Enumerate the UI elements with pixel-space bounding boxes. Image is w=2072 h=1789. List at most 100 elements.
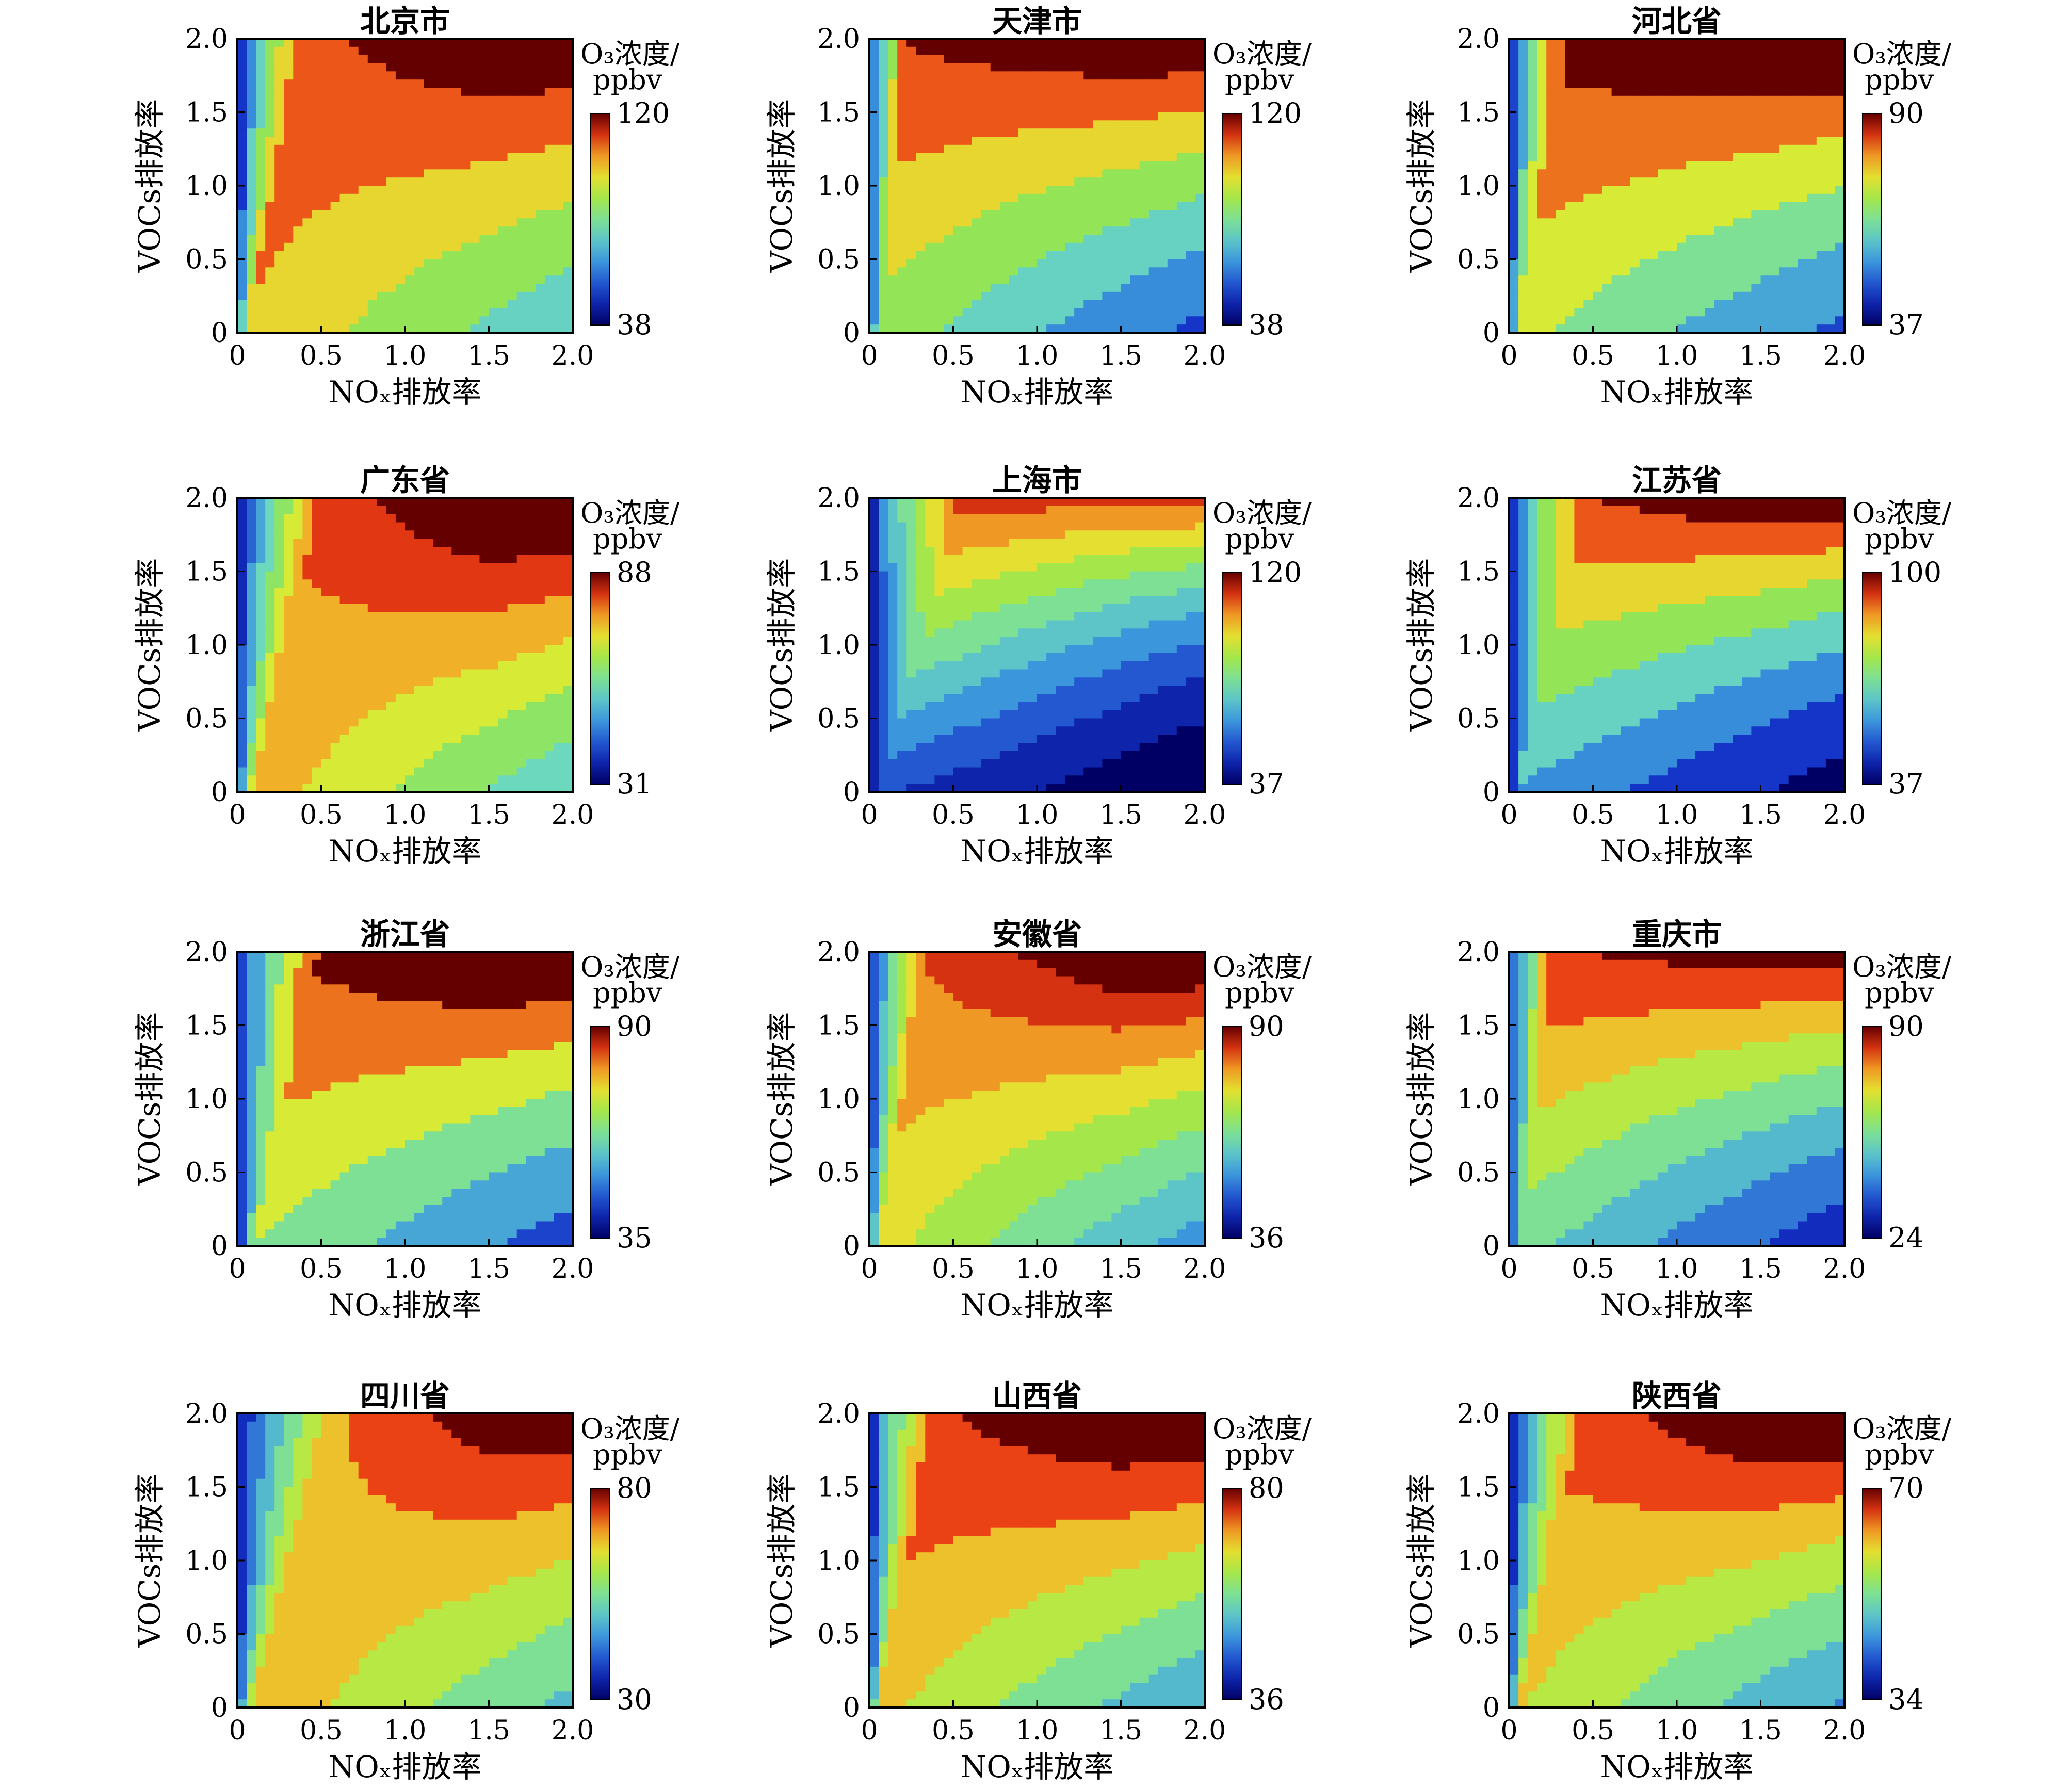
- contour-cell: [972, 120, 982, 129]
- contour-cell: [489, 596, 499, 605]
- contour-cell: [1686, 153, 1696, 162]
- contour-cell: [1760, 284, 1771, 292]
- contour-cell: [1807, 242, 1817, 252]
- contour-cell: [934, 259, 945, 268]
- contour-cell: [1648, 251, 1659, 260]
- contour-cell: [1779, 291, 1789, 301]
- contour-cell: [1537, 226, 1547, 235]
- contour-cell: [274, 218, 285, 227]
- contour-cell: [1111, 186, 1122, 194]
- contour-cell: [879, 137, 888, 145]
- contour-cell: [339, 202, 350, 211]
- contour-cell: [470, 710, 480, 719]
- contour-cell: [414, 186, 424, 194]
- contour-cell: [433, 555, 443, 564]
- contour-cell: [1195, 300, 1205, 309]
- y-tick-label: 0: [1483, 318, 1500, 349]
- contour-cell: [1037, 316, 1047, 325]
- contour-cell: [302, 291, 313, 301]
- contour-cell: [339, 88, 350, 96]
- contour-cell: [386, 153, 396, 162]
- contour-cell: [330, 669, 341, 678]
- contour-cell: [1648, 193, 1659, 203]
- contour-cell: [1046, 300, 1056, 309]
- contour-cell: [544, 95, 555, 105]
- contour-cell: [479, 218, 490, 227]
- contour-cell: [293, 88, 303, 96]
- contour-cell: [1602, 300, 1612, 309]
- contour-cell: [1742, 275, 1752, 284]
- contour-cell: [544, 669, 555, 678]
- contour-cell: [563, 645, 573, 654]
- contour-cell: [1751, 88, 1761, 96]
- contour-cell: [535, 588, 545, 596]
- contour-cell: [1111, 251, 1122, 260]
- contour-cell: [1686, 79, 1696, 88]
- contour-cell: [544, 210, 555, 219]
- contour-cell: [358, 547, 368, 556]
- contour-cell: [1139, 39, 1150, 47]
- contour-cell: [554, 661, 564, 670]
- contour-cell: [1639, 251, 1649, 260]
- contour-cell: [1751, 120, 1761, 129]
- contour-cell: [1686, 316, 1696, 325]
- colorbar-unit: ppbv: [1225, 63, 1294, 96]
- contour-cell: [386, 242, 396, 252]
- contour-cell: [1658, 193, 1668, 203]
- contour-cell: [1083, 316, 1094, 325]
- contour-cell: [563, 55, 573, 64]
- contour-cell: [1825, 169, 1836, 178]
- contour-cell: [1667, 226, 1677, 235]
- contour-cell: [1046, 308, 1056, 317]
- contour-cell: [897, 161, 908, 170]
- contour-cell: [1537, 71, 1547, 80]
- contour-cell: [1027, 79, 1038, 88]
- contour-cell: [377, 514, 387, 523]
- contour-cell: [999, 88, 1010, 96]
- contour-cell: [451, 112, 462, 121]
- contour-cell: [265, 251, 276, 260]
- contour-cell: [1139, 324, 1150, 333]
- contour-cell: [293, 218, 303, 227]
- contour-cell: [265, 300, 276, 309]
- contour-cell: [405, 571, 415, 580]
- contour-cell: [405, 153, 415, 162]
- contour-cell: [990, 291, 1000, 301]
- contour-cell: [339, 653, 350, 662]
- contour-cell: [377, 702, 387, 711]
- contour-cell: [981, 104, 991, 113]
- contour-cell: [1602, 71, 1612, 80]
- contour-cell: [489, 291, 499, 301]
- contour-cell: [349, 653, 359, 662]
- contour-cell: [498, 137, 508, 145]
- contour-cell: [461, 235, 471, 243]
- contour-cell: [990, 55, 1000, 64]
- contour-cell: [1807, 79, 1817, 88]
- contour-cell: [1518, 267, 1528, 276]
- contour-cell: [293, 63, 303, 72]
- contour-cell: [461, 177, 471, 186]
- contour-cell: [1686, 177, 1696, 186]
- contour-cell: [1611, 324, 1622, 333]
- contour-cell: [1130, 137, 1140, 145]
- contour-cell: [377, 539, 387, 547]
- contour-cell: [972, 55, 982, 64]
- contour-cell: [489, 251, 499, 260]
- contour-cell: [1770, 242, 1780, 252]
- contour-cell: [1528, 104, 1537, 113]
- contour-cell: [395, 218, 406, 227]
- contour-cell: [442, 242, 452, 252]
- contour-cell: [1788, 284, 1799, 292]
- contour-cell: [1195, 137, 1205, 145]
- contour-cell: [1807, 251, 1817, 260]
- contour-cell: [1807, 153, 1817, 162]
- contour-cell: [879, 169, 888, 178]
- contour-cell: [1056, 316, 1065, 325]
- contour-cell: [1574, 324, 1584, 333]
- contour-cell: [442, 153, 452, 162]
- contour-cell: [284, 275, 294, 284]
- contour-cell: [395, 55, 406, 64]
- contour-cell: [1546, 316, 1557, 325]
- contour-cell: [953, 104, 963, 113]
- contour-cell: [1121, 104, 1131, 113]
